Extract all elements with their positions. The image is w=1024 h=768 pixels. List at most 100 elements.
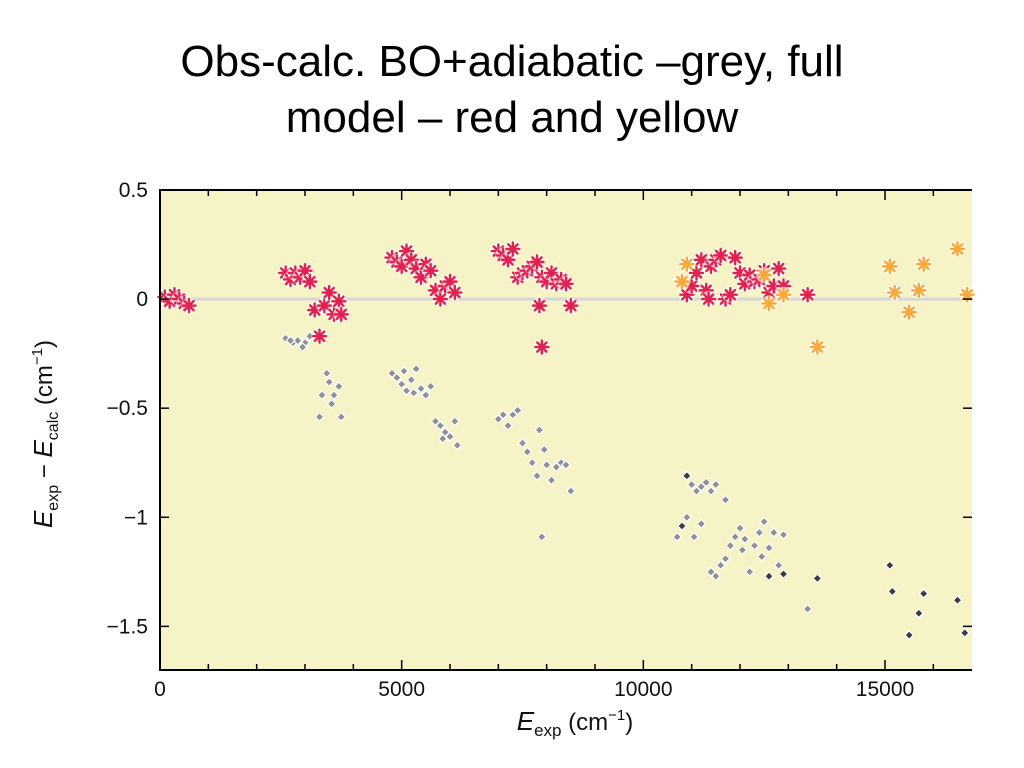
data-point-asterisk [422,262,439,279]
data-point-diamond [918,588,929,599]
data-point-diamond [715,560,726,571]
data-point-diamond [437,433,448,444]
data-point-diamond [324,376,335,388]
data-point-diamond [754,527,765,538]
x-tick-label: 10000 [614,678,672,701]
asterisk-arm [533,299,546,312]
data-point-diamond [710,571,721,582]
data-point-diamond [739,534,750,545]
data-point-diamond [720,553,731,564]
data-point-asterisk [756,267,773,284]
data-point-asterisk [678,256,695,273]
data-point-asterisk [181,297,197,314]
data-point-diamond [734,523,746,534]
asterisk-arm [695,254,708,266]
data-point-asterisk [722,286,739,303]
data-point-diamond [710,479,721,490]
data-point-diamond [498,409,509,420]
axis-ticks: 0 5000 10000 15000 0.5 0 −0.5 −1 −1.5 [107,179,972,701]
asterisk-arm [884,260,896,273]
data-point-diamond [435,420,446,431]
asterisk-arm [424,264,437,277]
data-point-diamond [560,459,572,470]
data-point-asterisk [311,328,328,345]
y-axis-label-sub-2: calc [45,412,62,440]
asterisk-arm [536,341,548,353]
asterisk-arm [560,278,572,290]
data-point-asterisk [799,286,816,303]
data-point-diamond [565,486,576,497]
slide-title: Obs-calc. BO+adiabatic –grey, full model… [0,34,1024,146]
x-tick-label: 0 [154,678,166,701]
asterisk-arm [777,288,790,301]
asterisk-arm [400,245,413,257]
asterisk-arm [888,286,901,299]
asterisk-arm [724,288,737,301]
data-point-asterisk [533,339,550,356]
asterisk-arm [763,297,775,310]
data-point-diamond [333,381,344,392]
asterisk-arm [903,306,915,318]
y-axis-label-unit: (cm [31,365,58,412]
data-point-diamond [541,459,552,470]
x-axis-label-sup: −1 [608,707,625,724]
data-point-asterisk [770,260,787,277]
data-point-diamond [768,527,779,538]
asterisk-arm [714,249,727,262]
data-point-asterisk [886,284,903,301]
asterisk-arm [690,267,703,279]
x-axis-label: Eexp (cm−1) [517,706,634,740]
data-point-asterisk [881,258,898,275]
data-point-diamond [672,531,683,542]
data-point-diamond [408,387,419,398]
asterisk-arm [507,243,519,255]
y-axis-label-main-1: E [28,510,58,528]
asterisk-arm [531,256,543,268]
x-tick-label: 5000 [378,678,425,701]
asterisk-arm [444,275,456,288]
plot-area-background [160,190,972,670]
data-point-asterisk [558,275,574,292]
data-point-diamond [415,383,427,394]
asterisk-arm [961,288,973,301]
data-point-diamond [401,385,412,396]
x-axis-label-sub: exp [534,721,561,740]
data-point-diamond [536,531,547,542]
data-point-diamond [812,573,823,584]
data-point-diamond [913,608,924,619]
data-point-asterisk [775,286,792,303]
data-point-asterisk [700,291,717,308]
asterisk-arm [681,258,693,270]
asterisk-arm [545,267,558,279]
data-point-diamond [744,566,755,577]
asterisk-arm [434,293,447,305]
data-point-diamond [725,540,736,551]
data-point-diamond [778,529,789,540]
data-point-diamond [512,405,523,416]
plot-frame [159,189,972,671]
x-axis-label-unit: (cm [562,709,609,736]
asterisk-arm [685,280,698,292]
data-point-asterisk [333,306,350,323]
x-axis-label-main: E [517,706,535,736]
data-point-asterisk [504,240,521,257]
data-point-diamond [802,603,813,614]
asterisk-arm [772,262,785,275]
data-point-diamond [689,531,700,542]
data-point-diamond [749,540,760,551]
asterisk-arm [743,269,756,281]
data-point-diamond [737,544,748,556]
data-point-asterisk [446,284,463,301]
y-axis-label-sub-1: exp [45,485,62,511]
data-point-diamond [285,335,296,346]
asterisk-arm [335,308,348,321]
asterisk-arm [420,258,432,270]
data-point-diamond [904,630,915,641]
data-point-diamond [952,595,963,606]
data-point-diamond [959,627,970,638]
asterisk-arm [801,288,814,301]
data-point-diamond [531,470,543,481]
data-point-diamond [773,560,784,571]
data-point-diamond [884,560,895,571]
asterisk-arm [313,330,326,342]
